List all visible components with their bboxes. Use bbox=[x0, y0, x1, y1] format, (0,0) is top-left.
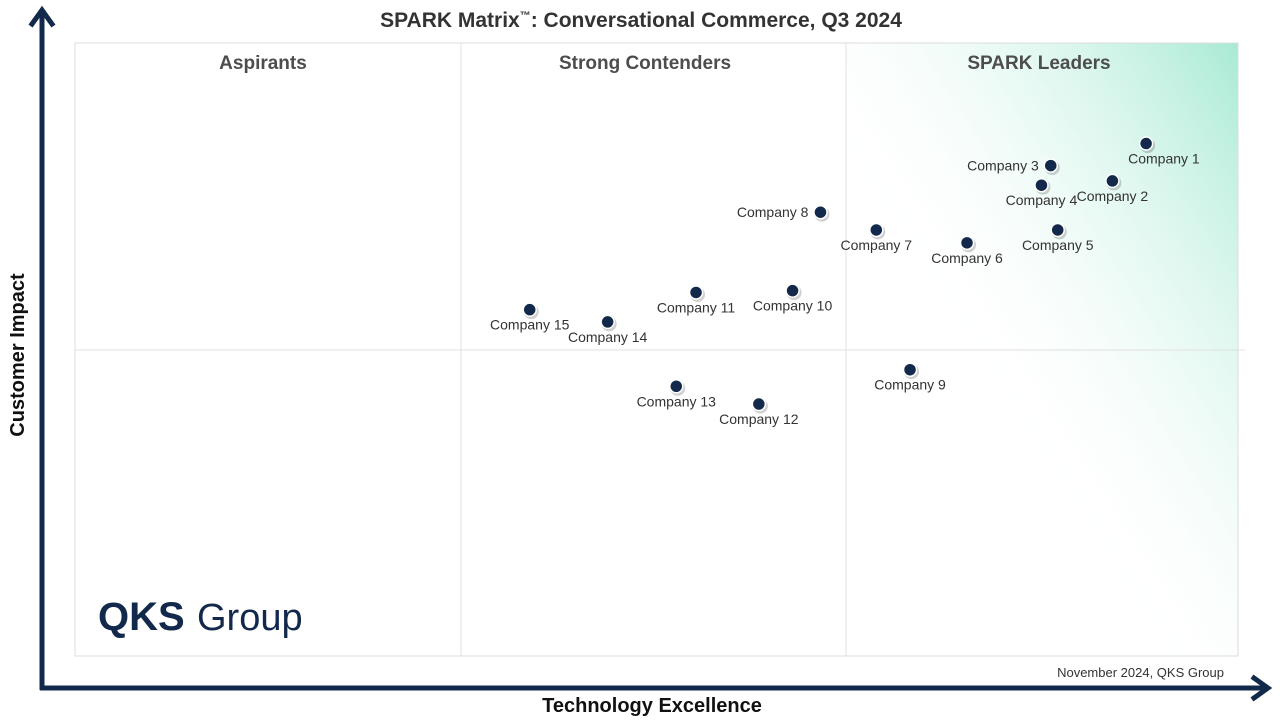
data-point-company-3 bbox=[1043, 158, 1059, 173]
zone-label-strong-contenders: Strong Contenders bbox=[559, 53, 731, 74]
point-label-company-15: Company 15 bbox=[490, 317, 570, 333]
data-point-company-10 bbox=[785, 283, 800, 298]
data-point-company-1 bbox=[1138, 136, 1154, 151]
point-label-company-14: Company 14 bbox=[568, 329, 648, 345]
logo-qks: QKS bbox=[98, 595, 185, 639]
point-label-company-11: Company 11 bbox=[657, 299, 736, 315]
point-label-company-7: Company 7 bbox=[841, 237, 913, 253]
point-label-company-10: Company 10 bbox=[753, 298, 833, 314]
point-label-company-9: Company 9 bbox=[874, 377, 946, 393]
data-point-company-5 bbox=[1050, 222, 1065, 238]
point-label-company-1: Company 1 bbox=[1128, 151, 1200, 167]
point-label-company-12: Company 12 bbox=[719, 411, 799, 427]
data-point-company-11 bbox=[688, 285, 704, 300]
chart-title-main: SPARK Matrix bbox=[380, 9, 520, 32]
data-points: Company 1 Company 2 Company 3 Company 4 Comp… bbox=[490, 136, 1200, 427]
data-point-company-15 bbox=[522, 302, 537, 317]
zone-label-aspirants: Aspirants bbox=[219, 53, 307, 74]
point-label-company-2: Company 2 bbox=[1077, 188, 1149, 204]
point-label-company-3: Company 3 bbox=[967, 158, 1039, 174]
data-point-company-13 bbox=[669, 379, 684, 394]
x-axis-label: Technology Excellence bbox=[542, 695, 762, 717]
footer-credit: November 2024, QKS Group bbox=[1057, 665, 1224, 680]
data-point-company-7 bbox=[869, 222, 884, 238]
data-point-company-9 bbox=[902, 362, 918, 377]
zone-label-spark-leaders: SPARK Leaders bbox=[967, 53, 1110, 74]
y-axis-arrowhead bbox=[28, 5, 56, 28]
data-point-company-12 bbox=[751, 396, 767, 412]
data-point-company-4 bbox=[1034, 177, 1049, 193]
chart-title-suffix: : Conversational Commerce, Q3 2024 bbox=[531, 9, 902, 32]
point-label-company-8: Company 8 bbox=[737, 204, 809, 220]
data-point-company-8 bbox=[813, 204, 828, 220]
point-label-company-4: Company 4 bbox=[1006, 192, 1078, 208]
y-axis-label: Customer Impact bbox=[7, 273, 29, 437]
data-point-company-2 bbox=[1105, 173, 1120, 189]
point-label-company-5: Company 5 bbox=[1022, 237, 1094, 253]
data-point-company-14 bbox=[600, 314, 615, 330]
point-label-company-6: Company 6 bbox=[931, 250, 1003, 266]
data-point-company-6 bbox=[959, 235, 975, 251]
logo-group: Group bbox=[197, 597, 303, 639]
chart-title-trademark: ™ bbox=[520, 10, 531, 22]
point-label-company-13: Company 13 bbox=[637, 393, 717, 409]
qks-group-logo: QKS Group bbox=[98, 595, 303, 639]
chart-title: SPARK Matrix™: Conversational Commerce, … bbox=[380, 9, 902, 32]
x-axis-arrowhead bbox=[1250, 674, 1273, 702]
